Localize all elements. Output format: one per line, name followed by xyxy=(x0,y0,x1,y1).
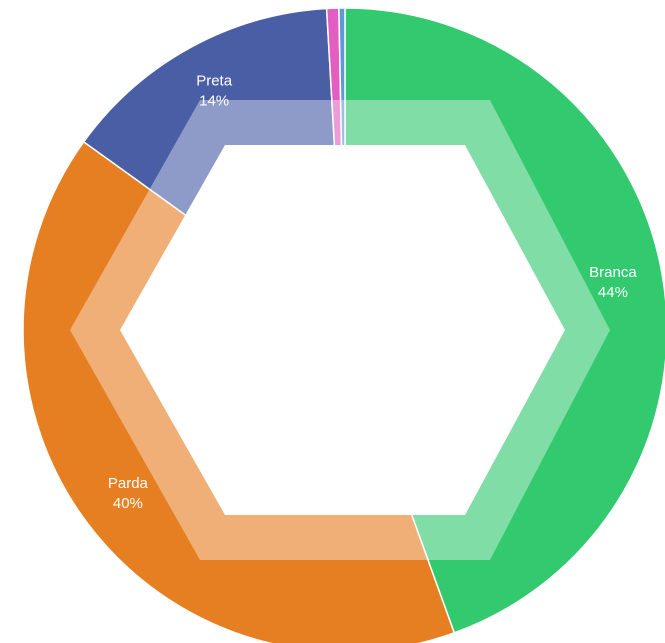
slice-value: 14% xyxy=(199,93,229,110)
labels: Branca 44% Parda 40% Preta 14% xyxy=(108,73,637,512)
slice-value: 44% xyxy=(598,284,628,301)
slice-name: Branca xyxy=(589,264,637,281)
donut-hole xyxy=(120,145,565,515)
slice-name: Parda xyxy=(108,475,149,492)
slice-value: 40% xyxy=(113,495,143,512)
slice-name: Preta xyxy=(196,73,233,90)
